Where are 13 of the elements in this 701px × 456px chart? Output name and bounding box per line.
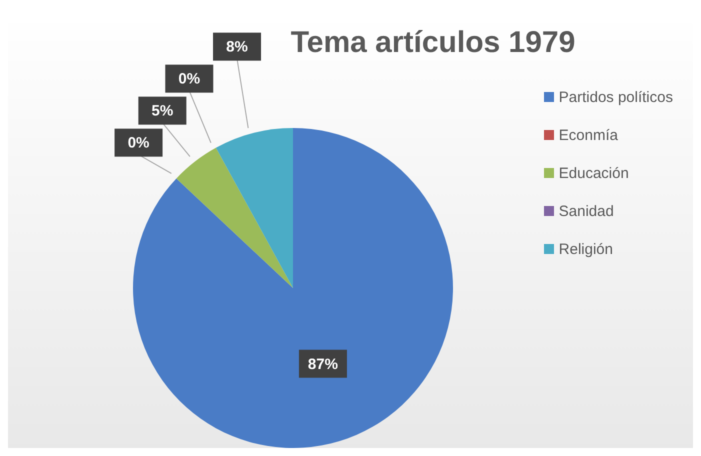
text: 0% [128, 134, 150, 152]
legend-label: Educación [558, 164, 629, 182]
data-label: 5% [152, 102, 174, 120]
legend-label: Econmía [558, 126, 618, 144]
legend-label: Sanidad [558, 202, 614, 220]
chart-title: Tema artículos 1979 [290, 26, 576, 60]
data-label: 8% [226, 38, 248, 56]
pie-slice [176, 148, 293, 288]
text: 0% [178, 70, 200, 88]
legend-label: Religión [558, 240, 613, 258]
legend-label: Partidos políticos [558, 88, 673, 106]
data-label: 87% [308, 356, 338, 373]
pie-slice [216, 128, 293, 288]
